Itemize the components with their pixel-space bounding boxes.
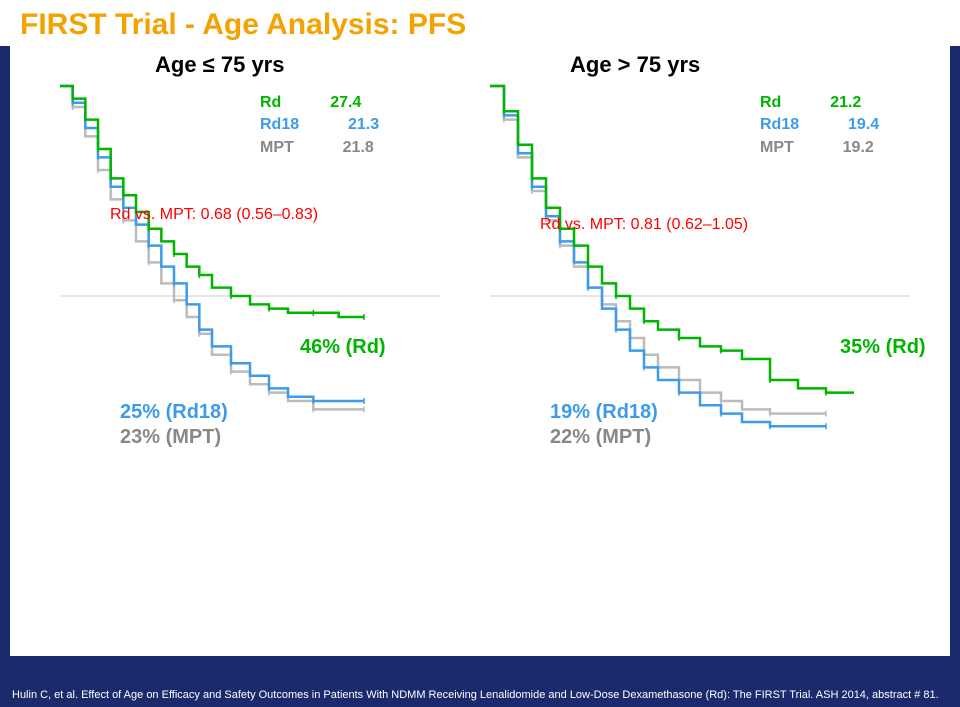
footer-citation: Hulin C, et al. Effect of Age on Efficac… [12,689,948,701]
right-pct-mpt: 22% (MPT) [550,426,651,449]
left-pct-mpt: 23% (MPT) [120,426,221,449]
left-subtitle: Age ≤ 75 yrs [155,52,284,78]
left-legend-rd: Rd 27.4 [260,92,379,114]
right-legend-rd18-label: Rd18 [760,116,799,133]
left-pct-rd18: 25% (Rd18) [120,401,228,424]
content-panel: Age ≤ 75 yrs Rd 27.4 Rd18 21.3 MPT 21.8 Rd … [10,46,950,656]
left-legend-rd18-val: 21.3 [329,114,379,136]
left-legend-rd18-label: Rd18 [260,116,299,133]
right-legend-rd-label: Rd [760,94,781,111]
right-legend-rd: Rd 21.2 [760,92,879,114]
left-legend-rd18: Rd18 21.3 [260,114,379,136]
right-legend-mpt-val: 19.2 [824,137,874,159]
left-pct-rd: 46% (Rd) [300,336,386,359]
right-legend-rd-val: 21.2 [811,92,861,114]
right-hr-text: Rd vs. MPT: 0.81 (0.62–1.05) [540,216,748,234]
right-legend-rd18: Rd18 19.4 [760,114,879,136]
left-legend-rd-label: Rd [260,94,281,111]
right-subtitle: Age > 75 yrs [570,52,700,78]
right-legend-mpt: MPT 19.2 [760,137,879,159]
slide-number: 14 [927,6,944,23]
right-legend-mpt-label: MPT [760,139,794,156]
left-hr-text: Rd vs. MPT: 0.68 (0.56–0.83) [110,206,318,224]
right-pct-rd18: 19% (Rd18) [550,401,658,424]
left-legend-mpt-label: MPT [260,139,294,156]
title-bar: FIRST Trial - Age Analysis: PFS [0,0,960,46]
left-legend: Rd 27.4 Rd18 21.3 MPT 21.8 [260,92,379,159]
left-legend-rd-val: 27.4 [311,92,361,114]
left-legend-mpt-val: 21.8 [324,137,374,159]
right-legend: Rd 21.2 Rd18 19.4 MPT 19.2 [760,92,879,159]
left-legend-mpt: MPT 21.8 [260,137,379,159]
right-pct-rd: 35% (Rd) [840,336,926,359]
page-title: FIRST Trial - Age Analysis: PFS [20,8,940,42]
right-legend-rd18-val: 19.4 [829,114,879,136]
